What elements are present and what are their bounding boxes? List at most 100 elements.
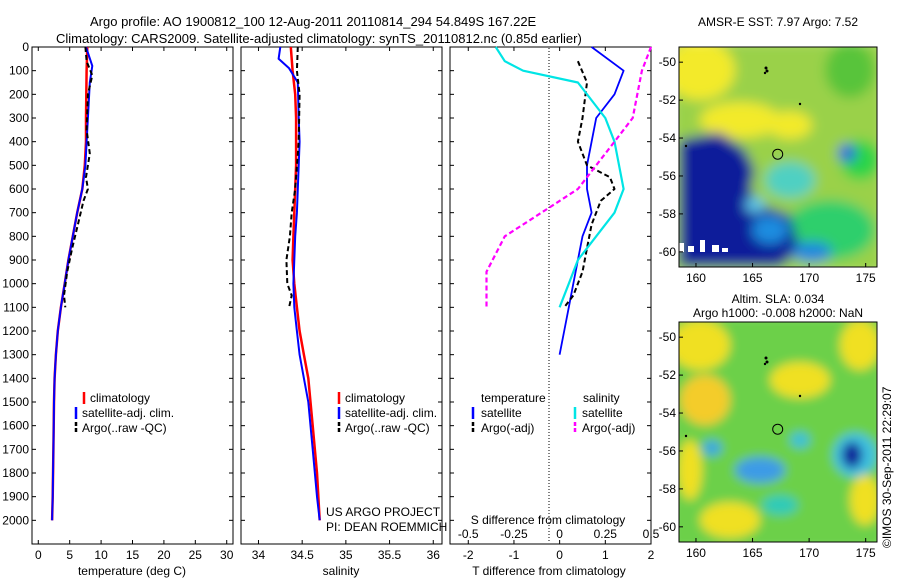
salinity-panel: 34 34.5 35 35.5 36 salinity climatology sate… <box>240 46 447 578</box>
x-tick-label: -1 <box>509 548 520 562</box>
lat-tick-label: -58 <box>659 207 677 221</box>
depth-tick-label: 400 <box>9 135 29 149</box>
sst-map-title: AMSR-E SST: 7.97 Argo: 7.52 <box>698 15 858 29</box>
x-tick-label: 0 <box>556 548 563 562</box>
temperature-axis-label: temperature (deg C) <box>78 564 186 578</box>
temperature-panel: 0100200300400500600700800900100011001200… <box>2 40 233 578</box>
lat-tick-label: -54 <box>659 406 677 420</box>
depth-tick-label: 800 <box>9 229 29 243</box>
sst-field <box>679 47 877 267</box>
depth-tick-label: 1600 <box>2 419 29 433</box>
difference-legend: temperature salinity satellite Argo(-adj… <box>471 391 635 435</box>
difference-y-ticks <box>450 46 651 521</box>
s-difference-tick-labels: -0.5 -0.25 0 0.25 0.5 <box>458 527 660 541</box>
depth-tick-label: 1300 <box>2 348 29 362</box>
x-tick-label: -2 <box>463 548 474 562</box>
depth-tick-label: 300 <box>9 111 29 125</box>
legend-label-satellite-adj: satellite-adj. clim. <box>82 406 174 420</box>
depth-tick-label: 200 <box>9 87 29 101</box>
depth-tick-label: 500 <box>9 158 29 172</box>
legend-label-t-satellite: satellite <box>481 406 522 420</box>
lat-tick-label: -58 <box>659 482 677 496</box>
depth-tick-label: 100 <box>9 64 29 78</box>
lat-tick-label: -60 <box>659 245 677 259</box>
lat-tick-label: -50 <box>659 330 677 344</box>
header-line-1: Argo profile: AO 1900812_100 12-Aug-2011… <box>90 14 537 29</box>
sst-land-islands <box>684 66 802 148</box>
salinity-y-ticks <box>241 46 442 521</box>
depth-tick-label: 1500 <box>2 395 29 409</box>
sst-map-frame <box>678 46 878 268</box>
lat-tick-label: -52 <box>659 93 677 107</box>
depth-tick-label: 1700 <box>2 442 29 456</box>
salinity-axis-ticks: 34 34.5 35 35.5 36 <box>252 47 440 562</box>
legend-label-satellite-adj: satellite-adj. clim. <box>345 406 437 420</box>
x-tick-label: 25 <box>189 548 203 562</box>
lat-tick-label: -50 <box>659 55 677 69</box>
s-difference-tick-label: 0 <box>556 527 563 541</box>
x-tick-label: 1 <box>602 548 609 562</box>
depth-tick-label: 600 <box>9 182 29 196</box>
sst-map-lat-ticks: -50 -52 -54 -56 -58 -60 <box>659 55 683 259</box>
sst-map-lon-ticks: 160 165 170 175 <box>686 263 876 285</box>
sla-map-lon-ticks: 160 165 170 175 <box>686 538 876 560</box>
difference-panel: -2 -1 0 1 2 T difference from climatology S … <box>449 46 660 578</box>
temperature-legend: climatology satellite-adj. clim. Argo(..… <box>74 391 174 435</box>
salinity-legend: climatology satellite-adj. clim. Argo(..… <box>337 391 437 435</box>
temperature-plot-frame <box>31 46 234 545</box>
lon-tick-label: 175 <box>856 546 876 560</box>
credit-pi: PI: DEAN ROEMMICH <box>326 520 447 534</box>
lon-tick-label: 160 <box>686 271 706 285</box>
legend-label-s-satellite: satellite <box>582 406 623 420</box>
sla-map-frame <box>678 321 878 543</box>
x-tick-label: 34 <box>252 548 266 562</box>
argo-float-location-marker <box>772 148 784 160</box>
salinity-plot-frame <box>240 46 443 545</box>
sla-map-title: Altim. SLA: 0.034 <box>732 292 825 306</box>
s-difference-tick-label: -0.25 <box>500 527 528 541</box>
argo-float-location-marker <box>772 423 784 435</box>
lon-tick-label: 160 <box>686 546 706 560</box>
lon-tick-label: 165 <box>743 271 763 285</box>
s-difference-tick-label: -0.5 <box>458 527 479 541</box>
x-tick-label: 34.5 <box>290 548 314 562</box>
x-tick-label: 5 <box>66 548 73 562</box>
legend-label-s-argo: Argo(-adj) <box>582 421 635 435</box>
sla-map-lat-ticks: -50 -52 -54 -56 -58 -60 <box>659 330 683 534</box>
difference-plot-frame <box>449 46 652 545</box>
s-difference-tick-label: 0.5 <box>643 527 660 541</box>
series-line-argo-adj- <box>485 46 653 308</box>
x-tick-label: 20 <box>157 548 171 562</box>
depth-tick-label: 1900 <box>2 490 29 504</box>
legend-label-climatology: climatology <box>90 391 150 405</box>
series-line-satellite <box>494 46 625 308</box>
series-line-argo-raw-qc- <box>63 46 94 308</box>
difference-series <box>485 46 653 355</box>
x-tick-label: 0 <box>35 548 42 562</box>
sla-map: Altim. SLA: 0.034 Argo h1000: -0.008 h20… <box>659 292 878 560</box>
x-tick-label: 15 <box>126 548 140 562</box>
x-tick-label: 36 <box>427 548 441 562</box>
legend-header-salinity: salinity <box>583 391 620 405</box>
sla-field <box>679 322 877 542</box>
lat-tick-label: -52 <box>659 368 677 382</box>
credit-project: US ARGO PROJECT <box>326 505 441 519</box>
x-tick-label: 35 <box>339 548 353 562</box>
depth-tick-label: 1200 <box>2 324 29 338</box>
legend-label-climatology: climatology <box>345 391 405 405</box>
depth-tick-label: 1800 <box>2 466 29 480</box>
s-difference-axis-label: S difference from climatology <box>471 513 626 527</box>
legend-header-temperature: temperature <box>481 391 546 405</box>
x-tick-label: 35.5 <box>378 548 402 562</box>
lat-tick-label: -56 <box>659 169 677 183</box>
series-line-argo-raw-qc- <box>285 46 301 308</box>
series-line-argo-adj- <box>563 60 616 308</box>
imos-timestamp: ©IMOS 30-Sep-2011 22:29:07 <box>880 386 894 548</box>
t-difference-axis-ticks: -2 -1 0 1 2 <box>463 47 655 562</box>
depth-tick-label: 700 <box>9 206 29 220</box>
lat-tick-label: -54 <box>659 131 677 145</box>
lat-tick-label: -56 <box>659 444 677 458</box>
lon-tick-label: 165 <box>743 546 763 560</box>
lat-tick-label: -60 <box>659 520 677 534</box>
